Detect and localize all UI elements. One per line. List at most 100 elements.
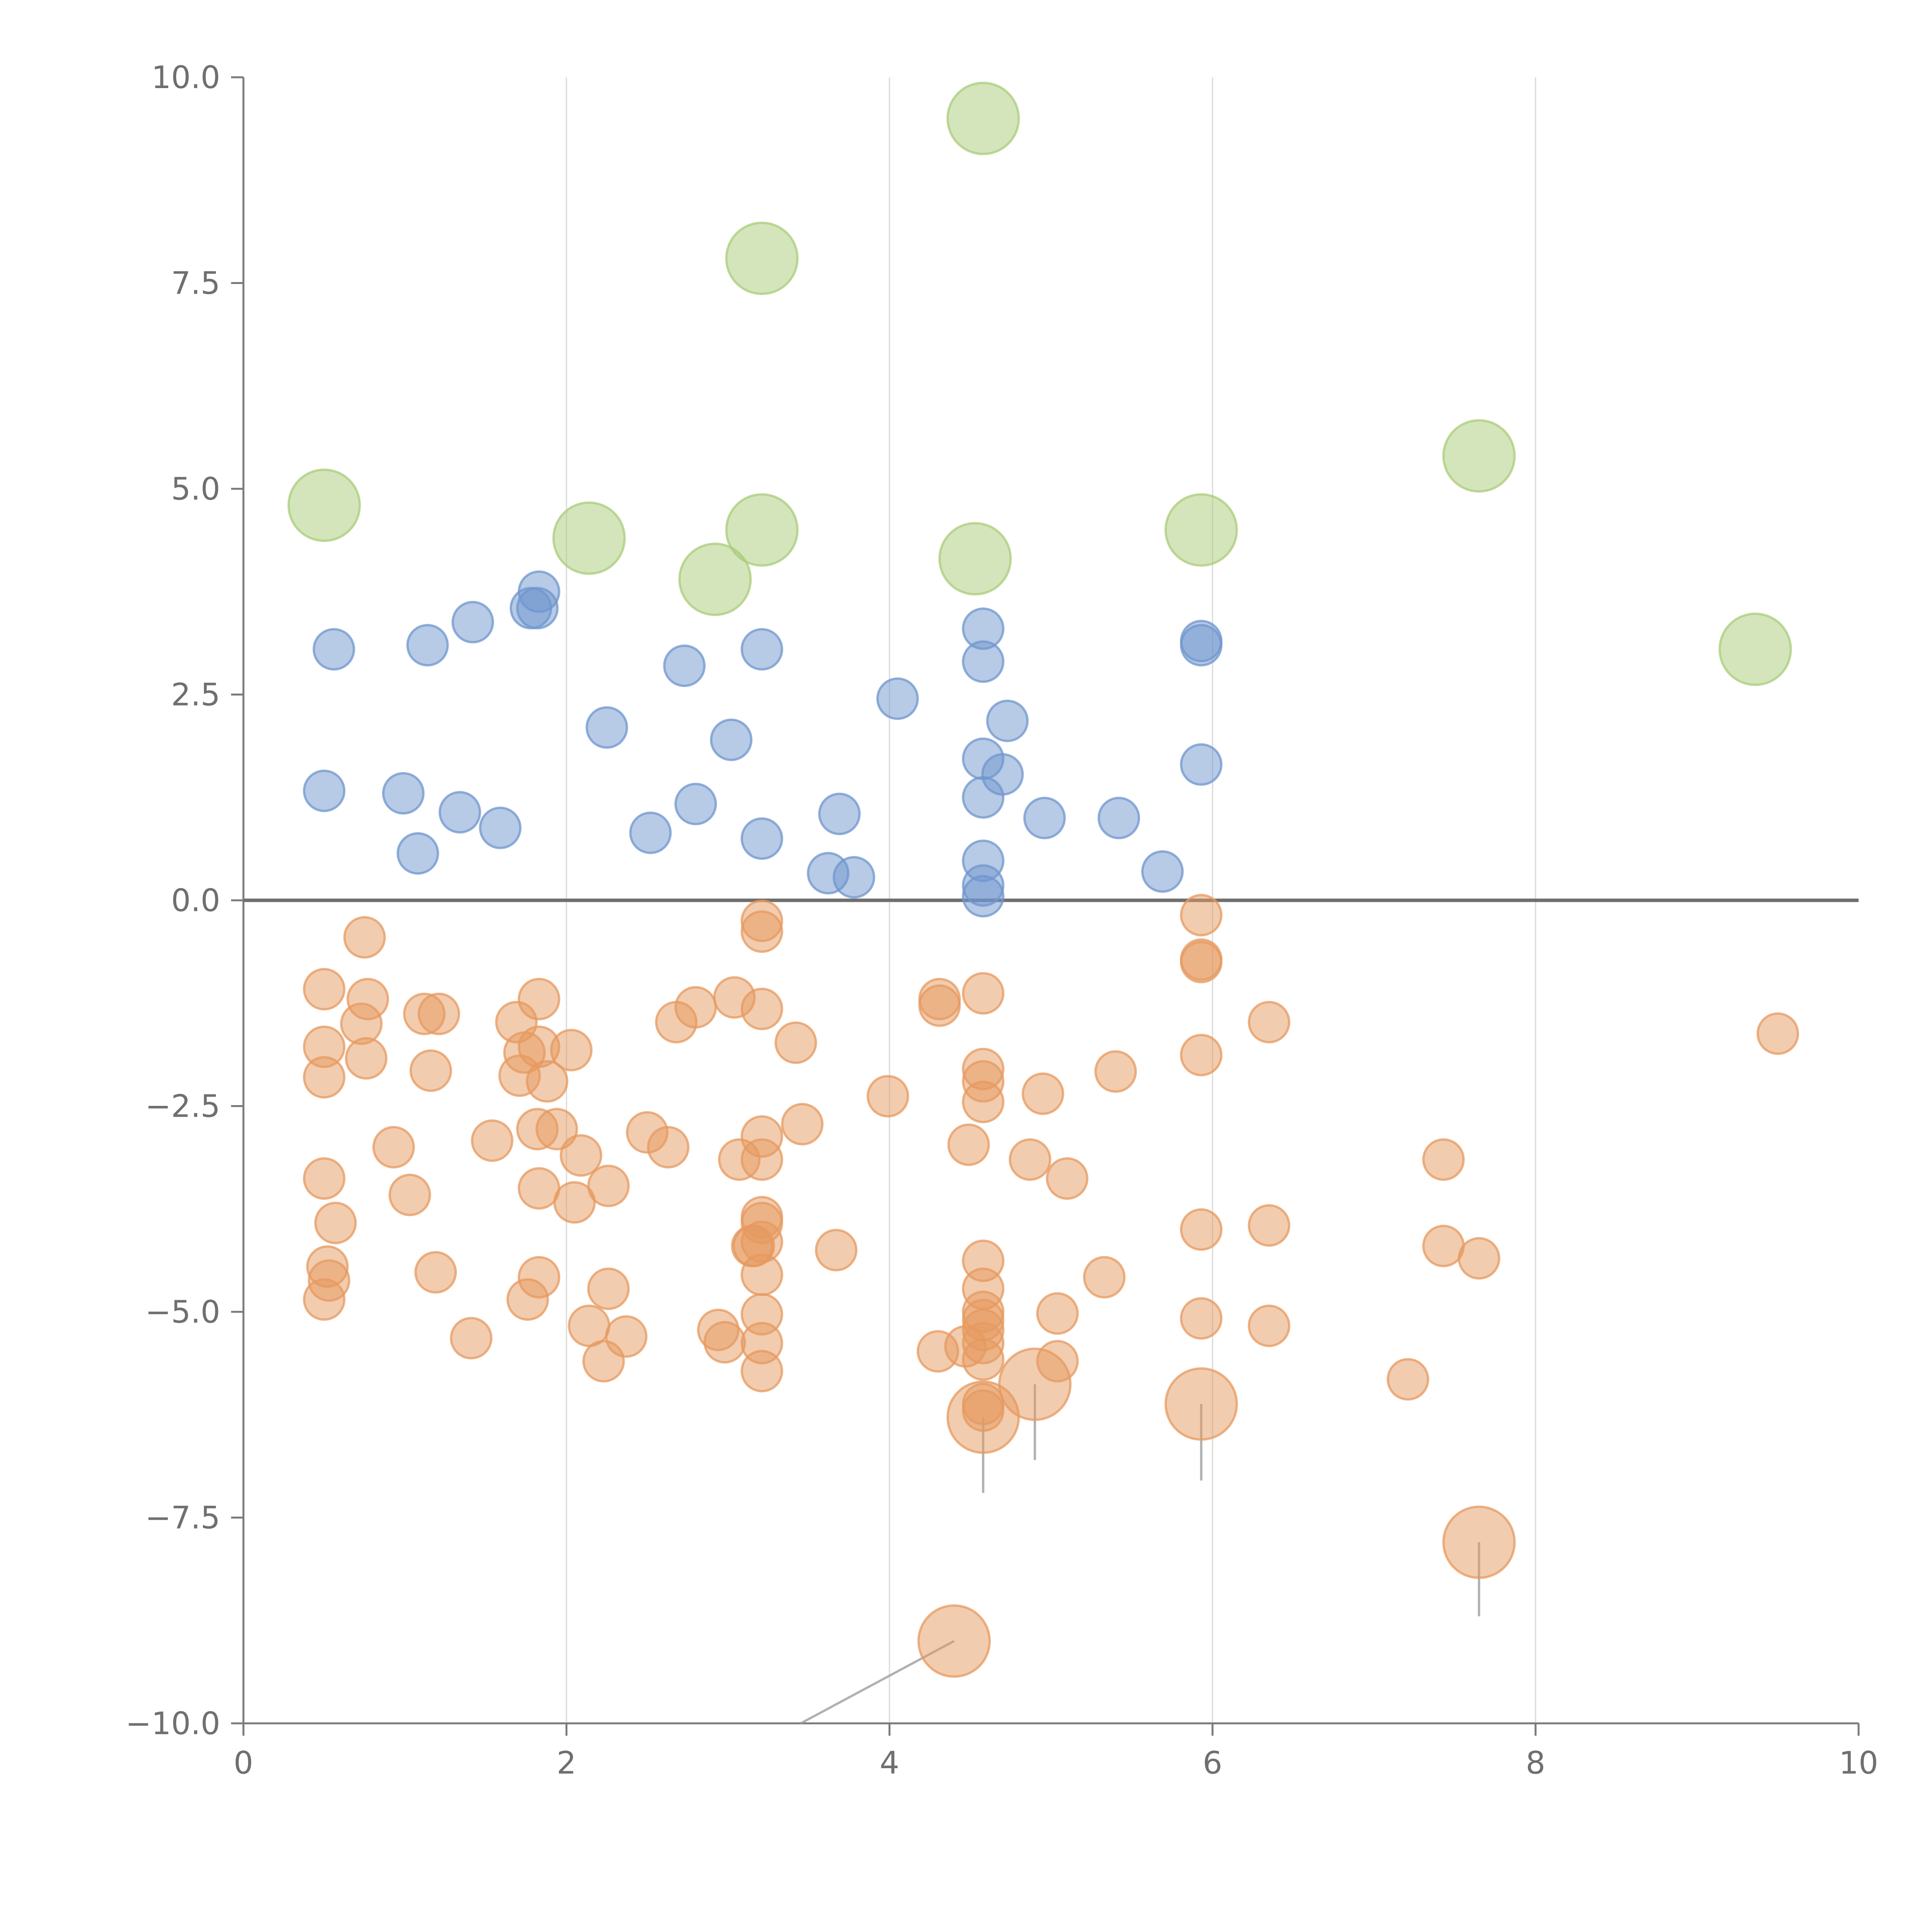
data-point-negative [1180, 940, 1223, 983]
data-point-negative [866, 1075, 909, 1117]
data-point-high [1164, 493, 1238, 567]
data-point-negative [703, 1321, 746, 1364]
data-point-positive [663, 644, 706, 687]
data-point-positive [674, 782, 717, 825]
data-point-negative [1022, 1072, 1065, 1115]
data-point-negative [674, 986, 717, 1029]
data-point-negative [740, 1253, 783, 1296]
y-tick-label: −7.5 [145, 1500, 220, 1536]
data-point-positive [303, 769, 345, 812]
data-point-positive [833, 856, 876, 899]
axes [231, 76, 1860, 1736]
data-point-positive [1141, 850, 1184, 893]
data-point-negative [535, 1108, 578, 1151]
data-points [287, 82, 1799, 1725]
data-point-negative [962, 972, 1005, 1015]
x-tick-label: 0 [234, 1745, 253, 1781]
data-point-negative [1180, 1208, 1223, 1251]
data-point-positive [585, 706, 628, 749]
data-point-high [946, 82, 1020, 155]
data-point-positive [740, 628, 783, 671]
data-point-negative [568, 1304, 611, 1347]
y-tick-label: −2.5 [145, 1088, 220, 1124]
data-point-positive [818, 793, 861, 835]
data-point-positive [406, 624, 449, 667]
x-tick-label: 8 [1526, 1745, 1546, 1781]
data-point-negative [471, 1119, 514, 1162]
data-point-negative [314, 1201, 357, 1244]
data-point-negative [1083, 1256, 1126, 1299]
data-point-negative [781, 1103, 824, 1146]
data-point-negative [1248, 1204, 1291, 1247]
x-tick-label: 4 [880, 1745, 900, 1781]
data-point-negative [962, 1080, 1005, 1123]
data-point-high [552, 501, 626, 575]
data-point-negative [345, 1037, 388, 1080]
data-point-positive [962, 776, 1005, 819]
data-point-positive [986, 699, 1029, 742]
data-point-negative [815, 1229, 858, 1272]
data-point-positive [1180, 743, 1223, 786]
y-tick-label: 5.0 [171, 471, 220, 507]
tick-labels: 0 2 4 6 8 10 −10.0 −7.5 −5.0 −2.5 0.0 2.5 5.0 7.5 10.0 [126, 60, 1878, 1781]
data-point-positive [876, 677, 919, 720]
y-tick-label: 7.5 [171, 265, 220, 301]
data-point-high [1718, 612, 1792, 686]
data-point-positive [710, 718, 753, 761]
y-tick-label: 0.0 [171, 883, 220, 918]
data-point-negative [303, 1278, 345, 1321]
data-point-negative [417, 992, 460, 1035]
data-point-high [287, 468, 361, 542]
data-point-negative [1094, 1050, 1137, 1093]
data-point-negative [303, 1056, 345, 1099]
data-point-high [678, 543, 752, 616]
data-point-negative [1757, 1012, 1799, 1055]
x-tick-label: 6 [1203, 1745, 1223, 1781]
y-tick-label: 2.5 [171, 677, 220, 713]
data-point-negative [303, 1157, 345, 1200]
data-point-negative [1422, 1225, 1465, 1267]
data-point-positive [1023, 797, 1066, 839]
data-point-positive [962, 640, 1005, 683]
data-point-negative [1046, 1157, 1088, 1200]
data-point-positive [517, 570, 560, 613]
data-point-negative [1248, 1001, 1291, 1044]
data-point-positive [382, 772, 425, 815]
data-point-negative [1248, 1304, 1291, 1347]
data-point-negative [1180, 1297, 1223, 1340]
data-point-high [938, 522, 1012, 596]
data-point-positive [451, 601, 494, 644]
data-point-negative [1180, 894, 1223, 937]
data-point-negative [506, 1278, 549, 1321]
data-point-negative [409, 1049, 452, 1092]
data-point-negative [343, 916, 386, 959]
data-point-negative-large [1164, 1367, 1238, 1441]
data-point-negative [1422, 1138, 1465, 1181]
y-tick-label: 10.0 [151, 60, 220, 95]
data-point-negative [560, 1134, 602, 1177]
data-point-positive [479, 806, 522, 849]
data-point-negative [740, 988, 783, 1031]
data-point-high [725, 221, 799, 295]
data-point-negative-large [917, 1604, 991, 1678]
data-point-positive [396, 832, 439, 875]
data-point-negative [647, 1126, 690, 1168]
data-point-negative [918, 984, 961, 1027]
data-point-negative [450, 1317, 493, 1360]
y-tick-label: −10.0 [126, 1706, 220, 1742]
data-point-negative [740, 910, 783, 953]
data-point-negative [582, 1340, 625, 1383]
data-point-positive [740, 817, 783, 860]
data-point-negative-large [1442, 1505, 1516, 1579]
data-point-high [725, 493, 799, 567]
data-point-negative [1386, 1358, 1429, 1401]
x-tick-label: 2 [557, 1745, 577, 1781]
data-point-negative [962, 1338, 1005, 1381]
x-tick-label: 10 [1839, 1745, 1878, 1781]
data-point-negative [1180, 1034, 1223, 1077]
data-point-negative [740, 1350, 783, 1393]
data-point-positive [629, 811, 672, 854]
data-point-negative [774, 1021, 817, 1064]
data-point-positive [313, 628, 355, 671]
